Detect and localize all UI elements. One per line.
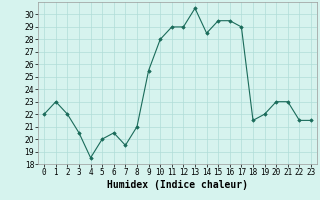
- X-axis label: Humidex (Indice chaleur): Humidex (Indice chaleur): [107, 180, 248, 190]
